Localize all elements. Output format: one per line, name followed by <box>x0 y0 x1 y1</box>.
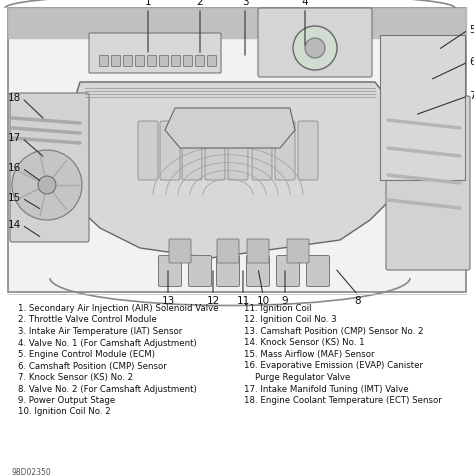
FancyBboxPatch shape <box>138 121 158 180</box>
Circle shape <box>38 176 56 194</box>
Text: 7: 7 <box>469 91 474 101</box>
Text: 5: 5 <box>469 25 474 35</box>
Circle shape <box>305 38 325 58</box>
FancyBboxPatch shape <box>246 256 270 287</box>
Text: 13. Camshaft Position (CMP) Sensor No. 2: 13. Camshaft Position (CMP) Sensor No. 2 <box>244 327 423 336</box>
FancyBboxPatch shape <box>172 56 181 67</box>
Text: 1. Secondary Air Injection (AIR) Solenoid Valve: 1. Secondary Air Injection (AIR) Solenoi… <box>18 304 219 313</box>
FancyBboxPatch shape <box>276 256 300 287</box>
Text: 10. Ignition Coil No. 2: 10. Ignition Coil No. 2 <box>18 407 111 416</box>
Text: Purge Regulator Valve: Purge Regulator Valve <box>244 373 350 382</box>
FancyBboxPatch shape <box>182 121 202 180</box>
Text: 3: 3 <box>242 0 248 7</box>
Text: 14. Knock Sensor (KS) No. 1: 14. Knock Sensor (KS) No. 1 <box>244 338 365 347</box>
FancyBboxPatch shape <box>183 56 192 67</box>
Text: 18. Engine Coolant Temperature (ECT) Sensor: 18. Engine Coolant Temperature (ECT) Sen… <box>244 396 442 405</box>
FancyBboxPatch shape <box>275 121 295 180</box>
Text: 8: 8 <box>355 296 361 306</box>
Text: 2: 2 <box>197 0 203 7</box>
Text: 16. Evaporative Emission (EVAP) Canister: 16. Evaporative Emission (EVAP) Canister <box>244 361 423 370</box>
FancyBboxPatch shape <box>189 256 211 287</box>
FancyBboxPatch shape <box>208 56 217 67</box>
FancyBboxPatch shape <box>205 121 225 180</box>
Text: 3. Intake Air Temperature (IAT) Sensor: 3. Intake Air Temperature (IAT) Sensor <box>18 327 182 336</box>
Text: 14: 14 <box>8 220 21 230</box>
Text: 16: 16 <box>8 163 21 173</box>
Polygon shape <box>65 82 395 258</box>
FancyBboxPatch shape <box>100 56 109 67</box>
Circle shape <box>293 26 337 70</box>
FancyBboxPatch shape <box>386 96 470 270</box>
Text: 9. Power Output Stage: 9. Power Output Stage <box>18 396 115 405</box>
FancyBboxPatch shape <box>159 56 168 67</box>
FancyBboxPatch shape <box>217 256 239 287</box>
Text: 6: 6 <box>469 57 474 67</box>
Text: 13: 13 <box>161 296 174 306</box>
Text: 7. Knock Sensor (KS) No. 2: 7. Knock Sensor (KS) No. 2 <box>18 373 133 382</box>
FancyBboxPatch shape <box>195 56 204 67</box>
Text: 17. Intake Manifold Tuning (IMT) Valve: 17. Intake Manifold Tuning (IMT) Valve <box>244 385 409 394</box>
Text: 8. Valve No. 2 (For Camshaft Adjustment): 8. Valve No. 2 (For Camshaft Adjustment) <box>18 385 197 394</box>
FancyBboxPatch shape <box>147 56 156 67</box>
FancyBboxPatch shape <box>89 33 221 73</box>
Text: 12: 12 <box>206 296 219 306</box>
FancyBboxPatch shape <box>169 239 191 263</box>
FancyBboxPatch shape <box>247 239 269 263</box>
Text: 6. Camshaft Position (CMP) Sensor: 6. Camshaft Position (CMP) Sensor <box>18 361 167 370</box>
FancyBboxPatch shape <box>160 121 180 180</box>
Text: 11: 11 <box>237 296 250 306</box>
FancyBboxPatch shape <box>10 93 89 242</box>
FancyBboxPatch shape <box>258 8 372 77</box>
Polygon shape <box>165 108 295 148</box>
Text: 98D02350: 98D02350 <box>12 468 52 476</box>
FancyBboxPatch shape <box>307 256 329 287</box>
FancyBboxPatch shape <box>380 35 465 180</box>
Text: 9: 9 <box>282 296 288 306</box>
FancyBboxPatch shape <box>111 56 120 67</box>
Text: 1: 1 <box>145 0 151 7</box>
Text: 15: 15 <box>8 193 21 203</box>
Circle shape <box>12 150 82 220</box>
FancyBboxPatch shape <box>252 121 272 180</box>
Text: 18: 18 <box>8 93 21 103</box>
Text: 5. Engine Control Module (ECM): 5. Engine Control Module (ECM) <box>18 350 155 359</box>
FancyBboxPatch shape <box>217 239 239 263</box>
FancyBboxPatch shape <box>298 121 318 180</box>
Text: 4: 4 <box>301 0 308 7</box>
FancyBboxPatch shape <box>287 239 309 263</box>
FancyBboxPatch shape <box>158 256 182 287</box>
Text: 17: 17 <box>8 133 21 143</box>
FancyBboxPatch shape <box>228 121 248 180</box>
Text: 11. Ignition Coil: 11. Ignition Coil <box>244 304 311 313</box>
Text: 10: 10 <box>256 296 270 306</box>
Text: 4. Valve No. 1 (For Camshaft Adjustment): 4. Valve No. 1 (For Camshaft Adjustment) <box>18 338 197 347</box>
Text: 15. Mass Airflow (MAF) Sensor: 15. Mass Airflow (MAF) Sensor <box>244 350 374 359</box>
FancyBboxPatch shape <box>136 56 145 67</box>
FancyBboxPatch shape <box>8 8 466 292</box>
Text: 12. Ignition Coil No. 3: 12. Ignition Coil No. 3 <box>244 316 337 325</box>
Text: 2. Throttle Valve Control Module: 2. Throttle Valve Control Module <box>18 316 157 325</box>
FancyBboxPatch shape <box>124 56 133 67</box>
